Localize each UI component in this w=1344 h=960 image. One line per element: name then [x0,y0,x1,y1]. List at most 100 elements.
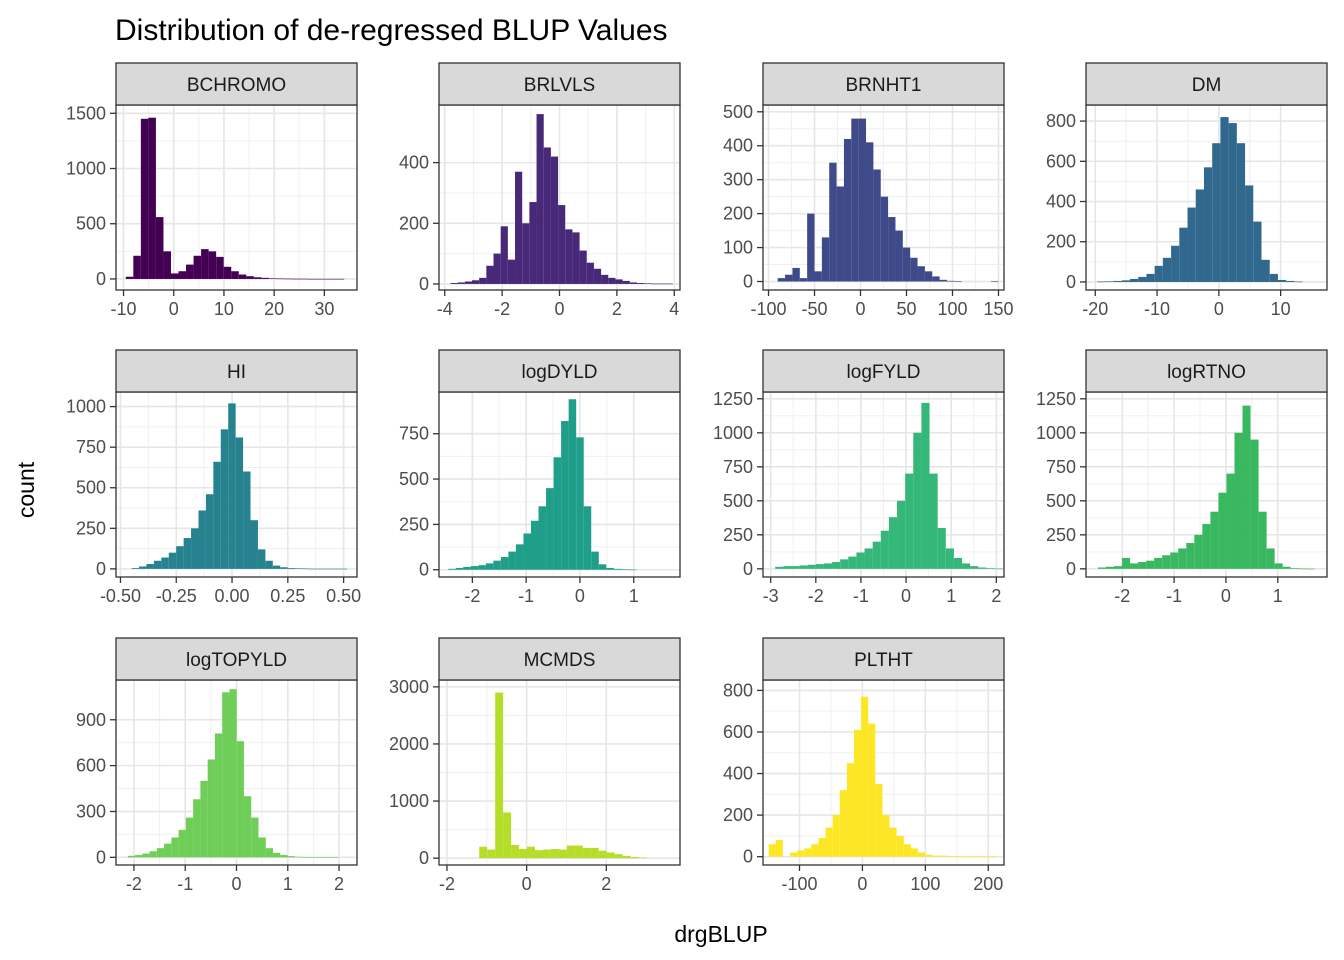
x-tick-label: -2 [464,586,480,606]
histogram-bar [306,278,315,280]
x-tick-label: -20 [1082,299,1108,319]
y-tick-label: 1000 [1036,423,1076,443]
histogram-bar [1228,123,1237,282]
y-axis-title: count [13,461,39,518]
histogram-bar [910,257,918,282]
x-tick-label: 0 [575,586,585,606]
histogram-bar [1250,439,1259,569]
y-tick-label: 600 [1046,151,1076,171]
x-tick-label: 0 [1214,299,1224,319]
histogram-bar [321,278,330,280]
strip-background [1085,349,1328,393]
histogram-bar [848,556,857,569]
histogram-bar [543,147,551,284]
histogram-bar [530,520,539,570]
histogram-bar [974,856,982,858]
histogram-bar [485,563,494,570]
histogram-bar [572,232,580,284]
histogram-bar [775,566,784,569]
histogram-bar [231,271,239,279]
histogram-bar [932,276,940,282]
histogram-bar [880,196,889,282]
histogram-bar [153,560,162,569]
histogram-bar [1170,552,1179,569]
x-tick-label: 2 [334,874,344,894]
histogram-bar [493,560,501,570]
histogram-bar [804,848,812,857]
histogram-bar [523,533,531,570]
histogram-bar [939,279,947,282]
x-tick-label: 0 [169,299,179,319]
histogram-bar [658,283,666,285]
histogram-bar [866,142,874,282]
histogram-bar [903,844,911,857]
histogram-bar [970,566,979,569]
y-tick-label: 0 [419,848,429,868]
histogram-bar [201,249,209,279]
histogram-bar [479,846,488,859]
histogram-bar [168,552,177,569]
histogram-bar [140,118,149,279]
histogram-bar [336,278,345,280]
histogram-bar [621,569,629,570]
histogram-bar [464,281,472,284]
histogram-bar [550,849,559,859]
y-tick-label: 200 [723,204,753,224]
histogram-bar [994,568,1003,570]
histogram-bar [598,564,607,570]
histogram-bar [515,171,523,284]
histogram-bar [1097,567,1106,569]
facet-label: BRLVLS [524,75,595,96]
histogram-bar [638,857,647,859]
y-tick-label: 1250 [1036,389,1076,409]
y-tick-label: 750 [399,424,429,444]
y-tick-label: 1000 [66,159,106,179]
facet-logtopyld: logTOPYLD 0 300 600 900 -2 -1 0 1 2 [76,637,358,894]
histogram-bar [807,213,815,282]
histogram-bar [1253,221,1262,282]
x-tick-label: 100 [910,874,940,894]
histogram-bar [651,283,659,285]
histogram-bar [450,283,458,284]
histogram-bar [1154,557,1163,569]
histogram-bar [1269,273,1278,282]
histogram-bar [479,277,487,284]
histogram-bar [463,567,471,570]
histogram-bar [331,857,339,858]
histogram-bar [309,568,318,570]
histogram-bar [953,856,961,857]
histogram-bar [193,799,201,858]
histogram-bar [1212,143,1221,282]
histogram-bar [568,399,577,570]
histogram-bar [216,256,224,279]
histogram-bar [840,559,849,569]
histogram-bar [309,857,317,858]
histogram-bar [591,551,599,570]
histogram-bar [615,279,623,284]
histogram-bar [889,827,897,857]
y-tick-label: 750 [723,457,753,477]
histogram-bar [832,815,840,857]
histogram-bar [1202,523,1211,569]
histogram-bar [178,829,186,858]
histogram-bar [962,563,971,569]
strip-background [115,637,358,681]
histogram-bar [797,850,805,857]
x-tick-label: -10 [1144,299,1170,319]
histogram-bar [1226,473,1235,569]
histogram-bar [574,845,583,859]
histogram-bar [939,855,947,857]
histogram-bar [579,250,587,284]
histogram-bar [1105,281,1114,282]
histogram-bar [135,855,143,858]
histogram-bar [917,852,926,857]
x-tick-label: 0 [901,586,911,606]
histogram-bar [873,169,881,282]
y-tick-label: 600 [76,756,106,776]
histogram-bar [222,692,230,858]
histogram-bar [614,854,623,859]
y-tick-label: 250 [76,518,106,538]
histogram-bar [287,568,296,569]
histogram-bar [171,837,179,858]
histogram-bar [448,568,456,570]
